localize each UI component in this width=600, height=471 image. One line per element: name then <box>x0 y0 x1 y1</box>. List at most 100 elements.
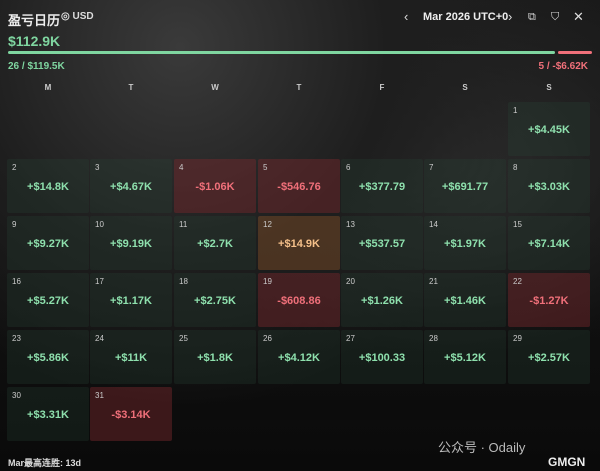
day-pnl: +$3.31K <box>27 409 69 421</box>
day-number: 1 <box>513 106 518 115</box>
day-pnl: +$100.33 <box>358 352 406 364</box>
streak-label: Mar最高连胜: 13d <box>8 458 82 468</box>
weekday-header: T <box>296 83 302 92</box>
day-cell[interactable]: 16 +$5.27K <box>7 273 89 327</box>
day-number: 9 <box>12 220 17 229</box>
day-number: 26 <box>263 334 272 343</box>
day-cell[interactable]: 18 +$2.75K <box>174 273 256 327</box>
weekday-header: F <box>379 83 385 92</box>
weekday-header: S <box>462 83 468 92</box>
day-cell[interactable]: 30 +$3.31K <box>7 387 89 441</box>
currency-label: USD <box>72 11 94 22</box>
day-cell[interactable]: 8 +$3.03K <box>508 159 590 213</box>
day-number: 21 <box>429 277 438 286</box>
day-pnl: +$11K <box>114 352 148 364</box>
day-number: 5 <box>263 163 268 172</box>
day-number: 12 <box>263 220 272 229</box>
day-pnl: +$14.9K <box>278 238 320 250</box>
day-number: 8 <box>513 163 518 172</box>
day-cell[interactable]: 15 +$7.14K <box>508 216 590 270</box>
day-cell[interactable]: 27 +$100.33 <box>341 330 423 384</box>
day-cell[interactable]: 7 +$691.77 <box>424 159 506 213</box>
brand-logo: GMGN <box>548 455 586 469</box>
day-cell[interactable]: 20 +$1.26K <box>341 273 423 327</box>
prev-month-icon[interactable]: ‹ <box>404 9 409 24</box>
month-label: Mar 2026 UTC+0 <box>423 11 509 23</box>
day-pnl: -$546.76 <box>277 181 321 193</box>
day-cell[interactable]: 22 -$1.27K <box>508 273 590 327</box>
day-number: 6 <box>346 163 351 172</box>
day-pnl: +$1.46K <box>444 295 486 307</box>
day-number: 2 <box>12 163 17 172</box>
day-cell[interactable]: 21 +$1.46K <box>424 273 506 327</box>
day-pnl: +$2.75K <box>194 295 236 307</box>
day-cell[interactable]: 23 +$5.86K <box>7 330 89 384</box>
weekday-header: W <box>211 83 219 92</box>
day-number: 11 <box>179 220 188 229</box>
weekday-header: S <box>546 83 552 92</box>
day-cell[interactable]: 5 -$546.76 <box>258 159 340 213</box>
day-pnl: -$1.27K <box>529 295 569 307</box>
day-number: 27 <box>346 334 355 343</box>
loss-bar <box>557 51 592 54</box>
day-pnl: +$1.26K <box>361 295 403 307</box>
day-number: 20 <box>346 277 355 286</box>
day-pnl: +$9.19K <box>110 238 152 250</box>
day-pnl: +$2.7K <box>197 238 233 250</box>
day-number: 3 <box>95 163 100 172</box>
day-number: 29 <box>513 334 522 343</box>
day-cell[interactable]: 11 +$2.7K <box>174 216 256 270</box>
day-pnl: +$5.86K <box>27 352 69 364</box>
win-bar <box>8 51 555 54</box>
day-pnl: -$608.86 <box>277 295 321 307</box>
day-cell[interactable]: 31 -$3.14K <box>90 387 172 441</box>
day-cell[interactable]: 13 +$537.57 <box>341 216 423 270</box>
day-cell[interactable]: 14 +$1.97K <box>424 216 506 270</box>
page-title: 盈亏日历 <box>8 13 61 28</box>
day-number: 7 <box>429 163 434 172</box>
day-number: 10 <box>95 220 104 229</box>
day-cell[interactable]: 3 +$4.67K <box>90 159 172 213</box>
day-cell[interactable]: 24 +$11K <box>90 330 172 384</box>
day-cell[interactable]: 17 +$1.17K <box>90 273 172 327</box>
day-number: 24 <box>95 334 104 343</box>
day-pnl: +$4.45K <box>528 124 570 136</box>
day-cell[interactable]: 2 +$14.8K <box>7 159 89 213</box>
day-pnl: +$5.27K <box>27 295 69 307</box>
day-cell[interactable]: 26 +$4.12K <box>258 330 340 384</box>
share-icon[interactable]: ⧉ <box>528 11 536 23</box>
day-cell[interactable]: 12 +$14.9K <box>258 216 340 270</box>
day-pnl: -$3.14K <box>111 409 151 421</box>
day-number: 25 <box>179 334 188 343</box>
day-cell[interactable]: 9 +$9.27K <box>7 216 89 270</box>
day-cell[interactable]: 29 +$2.57K <box>508 330 590 384</box>
day-cell[interactable]: 25 +$1.8K <box>174 330 256 384</box>
filter-icon[interactable]: ⛉ <box>551 11 560 23</box>
day-number: 19 <box>263 277 272 286</box>
next-month-icon[interactable]: › <box>508 9 513 24</box>
day-pnl: +$5.12K <box>444 352 486 364</box>
day-number: 16 <box>12 277 21 286</box>
day-cell[interactable]: 19 -$608.86 <box>258 273 340 327</box>
day-number: 17 <box>95 277 104 286</box>
day-cell[interactable]: 6 +$377.79 <box>341 159 423 213</box>
day-cell[interactable]: 1 +$4.45K <box>508 102 590 156</box>
day-number: 31 <box>95 391 104 400</box>
day-pnl: +$691.77 <box>441 181 489 193</box>
win-summary: 26 / $119.5K <box>8 61 65 72</box>
day-pnl: +$2.57K <box>528 352 570 364</box>
day-number: 30 <box>12 391 21 400</box>
day-cell[interactable]: 4 -$1.06K <box>174 159 256 213</box>
day-pnl: +$7.14K <box>528 238 570 250</box>
day-cell[interactable]: 28 +$5.12K <box>424 330 506 384</box>
day-pnl: +$1.97K <box>444 238 486 250</box>
day-pnl: -$1.06K <box>195 181 235 193</box>
loss-summary: 5 / -$6.62K <box>538 61 588 72</box>
day-pnl: +$4.12K <box>278 352 320 364</box>
day-number: 22 <box>513 277 522 286</box>
day-number: 4 <box>179 163 184 172</box>
currency-toggle[interactable]: ◎ USD <box>61 11 94 22</box>
day-cell[interactable]: 10 +$9.19K <box>90 216 172 270</box>
close-icon[interactable]: ✕ <box>573 9 584 24</box>
day-pnl: +$3.03K <box>528 181 570 193</box>
